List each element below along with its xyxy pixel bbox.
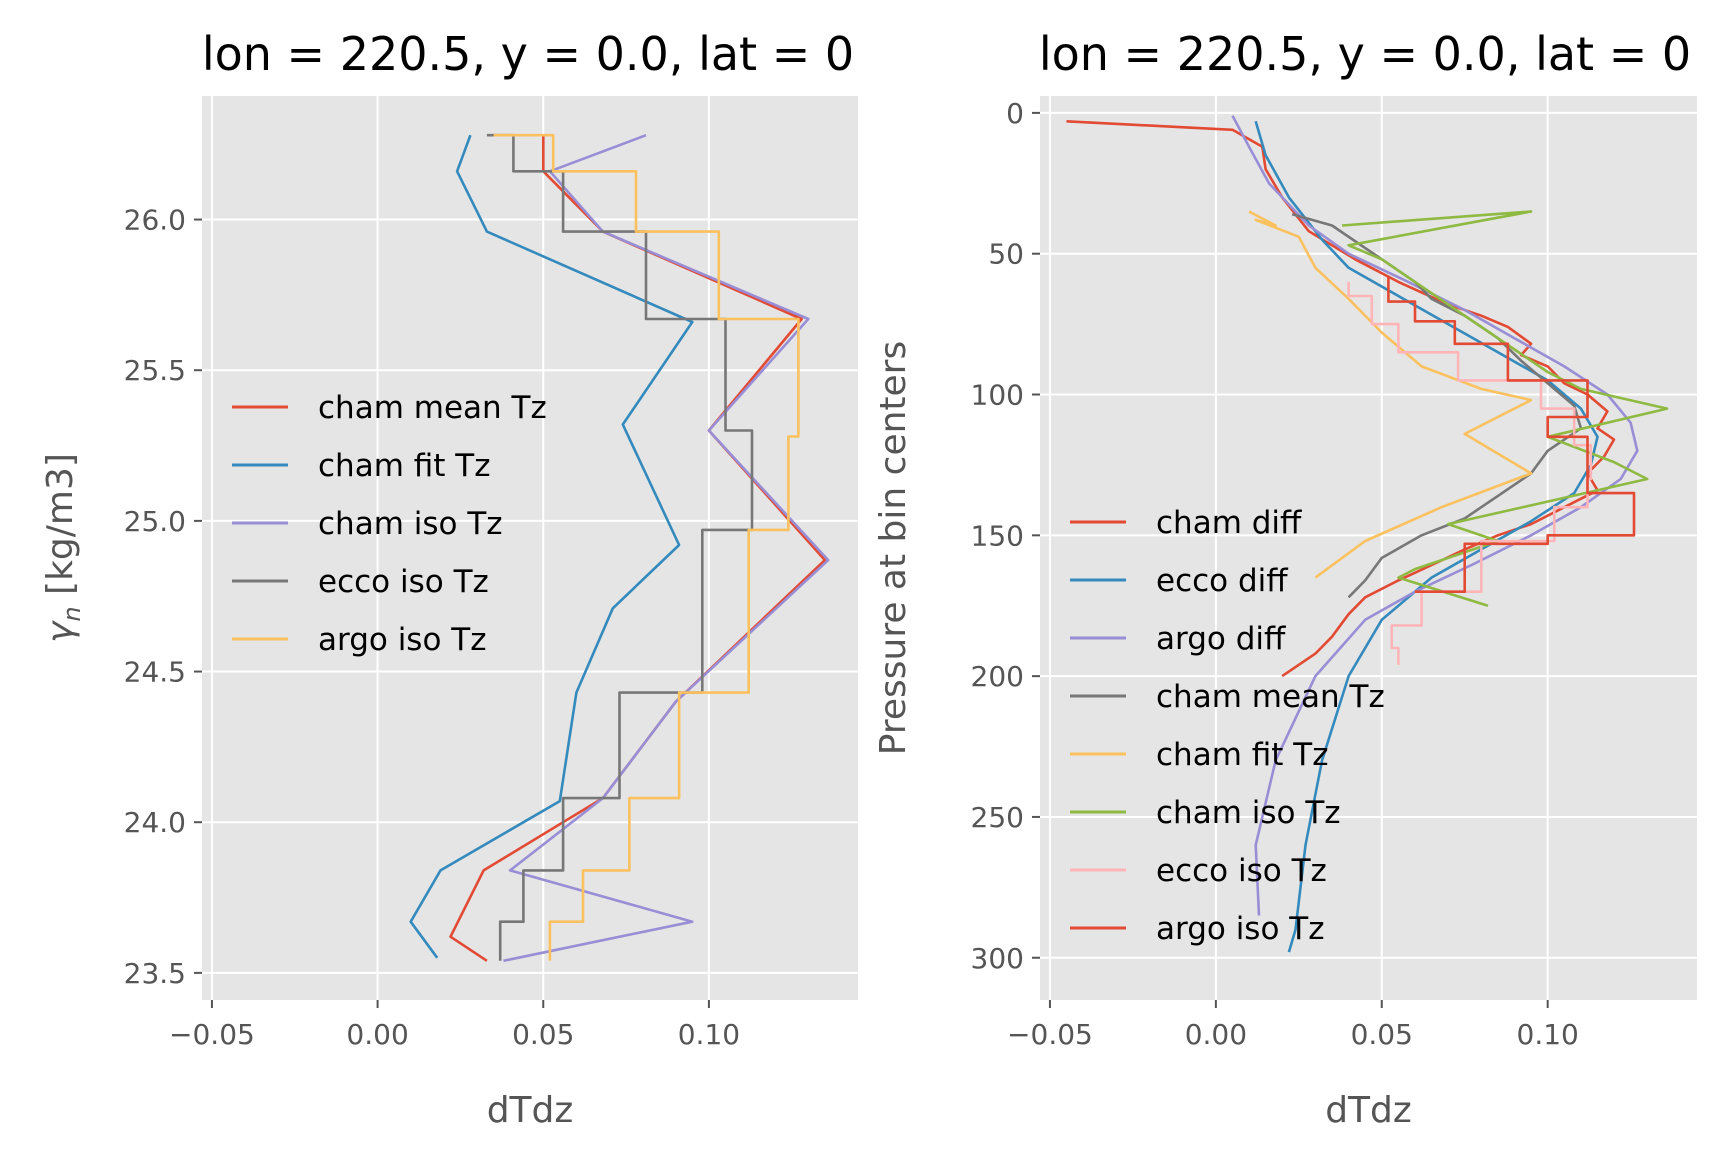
x-tick-label: −0.05	[1007, 1018, 1093, 1051]
y-tick-label: 25.0	[124, 505, 186, 538]
series-line-argo-iso-Tz	[1387, 276, 1636, 594]
x-axis-label: dTdz	[487, 1090, 574, 1131]
legend-label: cham fit Tz	[1156, 737, 1328, 773]
y-tick-label: 150	[971, 519, 1024, 552]
series-line-argo-iso-Tz	[493, 133, 800, 961]
legend-label: cham mean Tz	[318, 390, 547, 426]
series-line-cham-iso-Tz	[503, 133, 830, 963]
legend-label: cham iso Tz	[318, 506, 503, 542]
y-tick-label: 50	[988, 238, 1024, 271]
y-axis-label: Pressure at bin centers	[873, 341, 914, 755]
chart-title: lon = 220.5, y = 0.0, lat = 0	[1039, 27, 1691, 81]
series-line-cham-fit-Tz	[409, 134, 694, 959]
legend-label: argo iso Tz	[1156, 911, 1325, 947]
y-tick-label: 23.5	[124, 957, 186, 990]
series-line-cham-fit-Tz	[1248, 210, 1533, 579]
plot-area	[202, 96, 858, 1000]
y-tick-label: 0	[1006, 97, 1024, 130]
legend-label: cham diff	[1156, 505, 1302, 541]
y-tick-label: 200	[971, 660, 1024, 693]
y-tick-label: 26.0	[124, 204, 186, 237]
legend-label: argo diff	[1156, 621, 1286, 657]
legend-label: cham iso Tz	[1156, 795, 1341, 831]
y-tick-label: 24.5	[124, 656, 186, 689]
series-line-ecco-iso-Tz	[1347, 281, 1593, 665]
y-tick-label: 25.5	[124, 354, 186, 387]
y-tick-label: 24.0	[124, 806, 186, 839]
y-tick-label: 300	[971, 942, 1024, 975]
legend-label: cham mean Tz	[1156, 679, 1385, 715]
legend-label: ecco iso Tz	[1156, 853, 1327, 889]
legend-label: ecco diff	[1156, 563, 1288, 599]
chart-left: −0.05 0.00 0.05 0.10 23.5 24.0 24.5 25.0 25.5 26.…	[40, 27, 858, 1131]
x-tick-label: 0.00	[1185, 1018, 1247, 1051]
x-tick-label: 0.10	[1517, 1018, 1579, 1051]
x-axis-label: dTdz	[1325, 1090, 1412, 1131]
legend-label: ecco iso Tz	[318, 564, 489, 600]
y-axis-label: γn [kg/m3]	[40, 453, 86, 643]
legend-label: cham fit Tz	[318, 448, 490, 484]
legend-label: argo iso Tz	[318, 622, 487, 658]
y-tick-label: 100	[971, 379, 1024, 412]
plot-area	[1040, 96, 1697, 1000]
x-tick-label: 0.10	[678, 1018, 740, 1051]
x-tick-label: 0.05	[1351, 1018, 1413, 1051]
y-tick-label: 250	[971, 801, 1024, 834]
x-tick-label: −0.05	[169, 1018, 255, 1051]
series-line-argo-diff	[1231, 115, 1639, 916]
chart-right: −0.05 0.00 0.05 0.10 0 50 100 150 200 250 300 lon =…	[873, 27, 1697, 1131]
x-tick-label: 0.00	[346, 1018, 408, 1051]
x-tick-label: 0.05	[512, 1018, 574, 1051]
chart-title: lon = 220.5, y = 0.0, lat = 0	[202, 27, 854, 81]
series-line-ecco-diff	[1254, 120, 1599, 953]
